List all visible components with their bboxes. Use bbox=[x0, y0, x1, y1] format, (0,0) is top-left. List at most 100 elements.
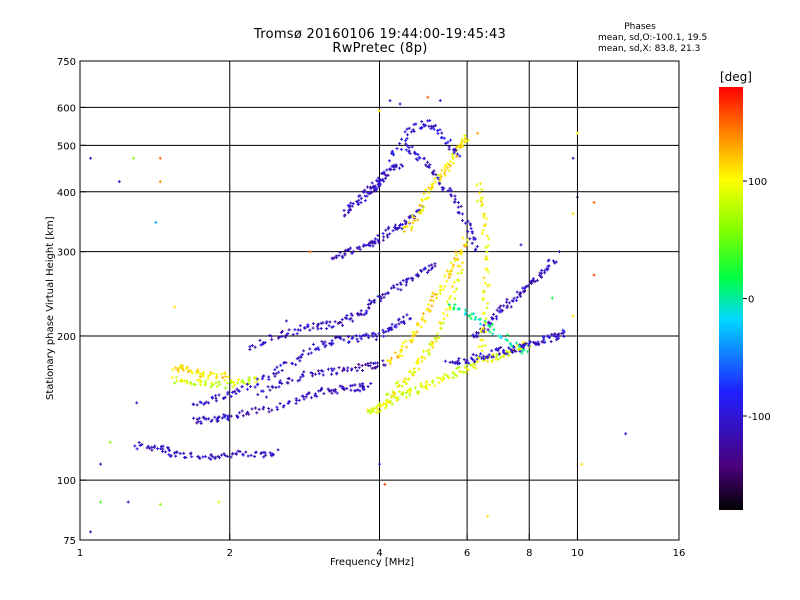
echo-point bbox=[400, 354, 404, 358]
echo-point bbox=[355, 246, 359, 250]
echo-point bbox=[193, 383, 197, 387]
echo-point bbox=[435, 332, 439, 336]
echo-point bbox=[209, 457, 213, 461]
echo-point bbox=[431, 125, 435, 129]
y-tick-label: 300 bbox=[57, 248, 76, 259]
echo-point bbox=[451, 371, 455, 375]
echo-point bbox=[459, 370, 463, 374]
echo-point bbox=[503, 351, 507, 355]
echo-point bbox=[210, 395, 214, 399]
echo-point bbox=[475, 183, 479, 187]
echo-point bbox=[413, 333, 417, 337]
echo-point bbox=[480, 349, 484, 353]
echo-point bbox=[117, 180, 121, 184]
echo-point bbox=[350, 337, 354, 341]
echo-point bbox=[420, 197, 424, 201]
echo-point bbox=[427, 191, 431, 195]
echo-point bbox=[428, 342, 432, 346]
echo-point bbox=[224, 374, 228, 378]
echo-point bbox=[336, 321, 340, 325]
echo-point bbox=[522, 348, 526, 352]
echo-point bbox=[194, 371, 198, 375]
echo-point bbox=[484, 255, 488, 259]
echo-point bbox=[346, 248, 350, 252]
echo-point bbox=[300, 353, 304, 357]
echo-point bbox=[516, 347, 520, 351]
echo-point bbox=[350, 204, 354, 208]
echo-point bbox=[321, 373, 325, 377]
echo-point bbox=[571, 156, 575, 160]
echo-point bbox=[505, 300, 509, 304]
echo-point bbox=[423, 197, 427, 201]
echo-point bbox=[266, 385, 270, 389]
echo-point bbox=[427, 264, 431, 268]
echo-point bbox=[155, 447, 159, 451]
echo-point bbox=[486, 244, 490, 248]
echo-point bbox=[158, 156, 162, 160]
echo-point bbox=[372, 300, 376, 304]
echo-point bbox=[169, 454, 173, 458]
echo-point bbox=[390, 322, 394, 326]
echo-point bbox=[247, 379, 251, 383]
echo-point bbox=[445, 269, 449, 273]
echo-point bbox=[419, 325, 423, 329]
echo-point bbox=[478, 182, 482, 186]
echo-point bbox=[356, 388, 360, 392]
echo-point bbox=[410, 225, 414, 229]
echo-point bbox=[407, 377, 411, 381]
echo-point bbox=[455, 278, 459, 282]
echo-point bbox=[451, 360, 455, 364]
echo-point bbox=[463, 365, 467, 369]
echo-point bbox=[456, 144, 460, 148]
echo-point bbox=[286, 332, 290, 336]
echo-point bbox=[368, 364, 372, 368]
echo-point bbox=[470, 363, 474, 367]
echo-point bbox=[455, 287, 459, 291]
echo-point bbox=[413, 219, 417, 223]
echo-point bbox=[388, 99, 392, 103]
echo-point bbox=[482, 276, 486, 280]
echo-point bbox=[386, 173, 390, 177]
echo-point bbox=[293, 328, 297, 332]
echo-point bbox=[405, 144, 409, 148]
echo-point bbox=[322, 392, 326, 396]
echo-point bbox=[406, 277, 410, 281]
echo-point bbox=[427, 348, 431, 352]
echo-point bbox=[286, 401, 290, 405]
echo-point bbox=[280, 368, 284, 372]
echo-point bbox=[536, 342, 540, 346]
echo-point bbox=[207, 456, 211, 460]
echo-point bbox=[376, 238, 380, 242]
echo-point bbox=[435, 296, 439, 300]
echo-point bbox=[438, 291, 442, 295]
x-tick-label: 1 bbox=[77, 548, 83, 559]
echo-point bbox=[454, 250, 458, 254]
echo-point bbox=[242, 381, 246, 385]
echo-point bbox=[531, 277, 535, 281]
echo-point bbox=[379, 178, 383, 182]
echo-point bbox=[473, 248, 477, 252]
echo-point bbox=[404, 222, 408, 226]
echo-point bbox=[515, 295, 519, 299]
echo-point bbox=[263, 340, 267, 344]
echo-point bbox=[197, 455, 201, 459]
echo-point bbox=[515, 290, 519, 294]
echo-point bbox=[295, 398, 299, 402]
echo-point bbox=[507, 346, 511, 350]
echo-point bbox=[382, 334, 386, 338]
echo-point bbox=[378, 405, 382, 409]
echo-point bbox=[440, 378, 444, 382]
echo-point bbox=[531, 340, 535, 344]
echo-point bbox=[442, 136, 446, 140]
echo-point bbox=[317, 372, 321, 376]
echo-point bbox=[258, 338, 262, 342]
echo-point bbox=[230, 390, 234, 394]
echo-point bbox=[481, 231, 485, 235]
echo-point bbox=[291, 362, 295, 366]
echo-point bbox=[148, 446, 152, 450]
echo-point bbox=[311, 326, 315, 330]
echo-point bbox=[203, 383, 207, 387]
echo-point bbox=[438, 288, 442, 292]
echo-point bbox=[447, 376, 451, 380]
echo-point bbox=[439, 136, 443, 140]
